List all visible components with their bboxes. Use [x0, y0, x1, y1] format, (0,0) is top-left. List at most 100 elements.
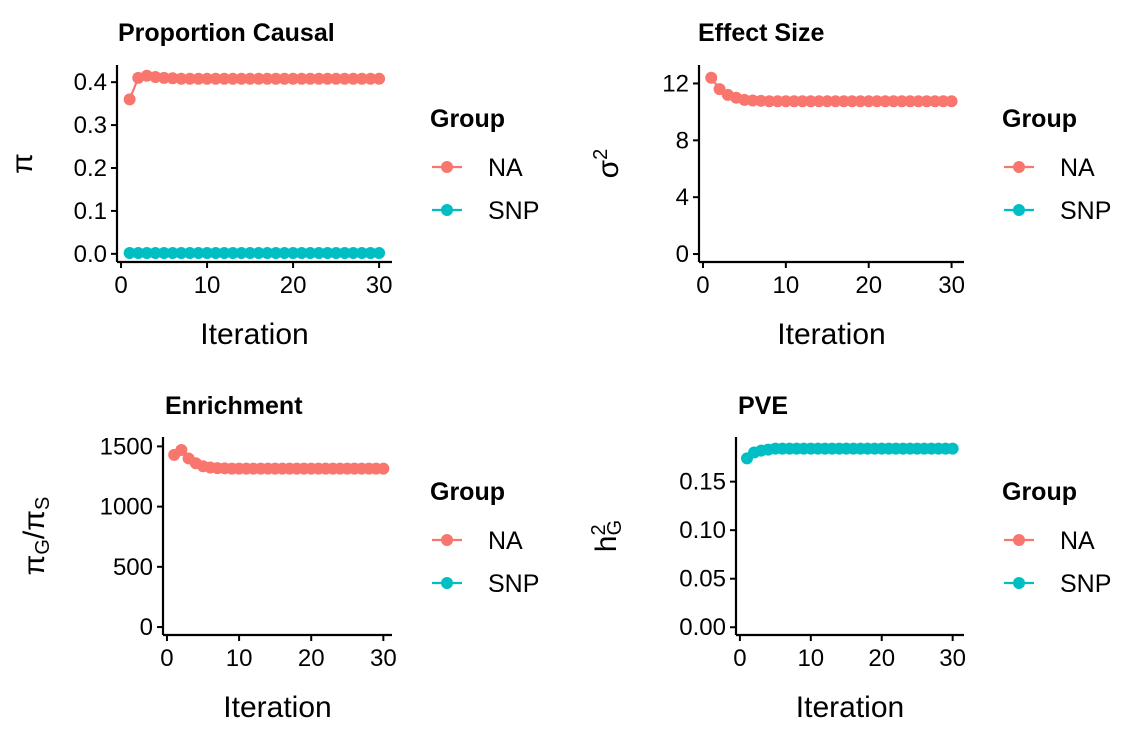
legend-key-point [1013, 534, 1025, 546]
data-point [226, 72, 239, 85]
data-point [895, 95, 908, 108]
data-point [175, 246, 188, 259]
data-point [218, 246, 231, 259]
data-point [904, 95, 917, 108]
y-tick-label: 0 [676, 241, 689, 268]
data-point [252, 246, 265, 259]
y-tick-label: 500 [113, 554, 153, 581]
data-point [192, 246, 205, 259]
panel-title: Proportion Causal [118, 19, 335, 47]
x-axis-title: Iteration [796, 691, 904, 724]
data-point [377, 462, 390, 475]
data-point [937, 95, 950, 108]
y-axis-title: π [6, 153, 39, 174]
x-tick-label: 0 [696, 272, 709, 299]
panel-title: Enrichment [165, 392, 303, 420]
y-tick-label: 0.3 [74, 112, 107, 139]
y-tick-label: 4 [676, 184, 689, 211]
legend-key-point [1013, 577, 1025, 589]
legend-key-point [441, 534, 453, 546]
data-point [705, 71, 718, 84]
data-point [295, 246, 308, 259]
legend-key-point [1013, 161, 1025, 173]
y-tick-label: 0 [140, 614, 153, 641]
y-axis-title: πG/πS [18, 497, 54, 576]
data-point [837, 95, 850, 108]
data-point [218, 72, 231, 85]
data-point [829, 95, 842, 108]
data-point [355, 246, 368, 259]
legend-label: NA [488, 154, 523, 182]
data-point [192, 72, 205, 85]
legend-label: SNP [488, 570, 539, 598]
data-point [945, 95, 958, 108]
legend-label: NA [1060, 527, 1095, 555]
y-tick-label: 0.0 [74, 241, 107, 268]
x-axis-title: Iteration [200, 318, 308, 351]
y-axis-title-part: π [18, 555, 51, 576]
x-tick-label: 20 [280, 272, 307, 299]
data-point [312, 72, 325, 85]
data-point [140, 246, 153, 259]
data-point [870, 95, 883, 108]
y-axis-title-part: S [32, 497, 54, 510]
data-point [252, 72, 265, 85]
data-point [338, 246, 351, 259]
data-point [132, 246, 145, 259]
data-point [887, 95, 900, 108]
y-axis-title-part: π [6, 153, 39, 174]
data-point [338, 72, 351, 85]
legend-label: SNP [1060, 570, 1111, 598]
y-axis-title: σ2 [590, 149, 625, 179]
data-point [854, 95, 867, 108]
data-point [373, 72, 386, 85]
data-point [920, 95, 933, 108]
data-point [209, 72, 222, 85]
y-tick-label: 0.2 [74, 155, 107, 182]
legend-label: SNP [488, 197, 539, 225]
y-tick-label: 0.4 [74, 69, 107, 96]
data-point [287, 72, 300, 85]
data-point [771, 95, 784, 108]
x-tick-label: 0 [160, 645, 173, 672]
data-point [347, 246, 360, 259]
data-point [779, 95, 792, 108]
legend-label: SNP [1060, 197, 1111, 225]
y-axis-title: h2G [588, 520, 626, 552]
x-axis-title: Iteration [777, 318, 885, 351]
legend-title: Group [1002, 478, 1077, 506]
x-tick-label: 10 [772, 272, 799, 299]
data-point [946, 442, 959, 455]
data-point [321, 246, 334, 259]
data-point [330, 72, 343, 85]
data-point [804, 95, 817, 108]
data-point [183, 72, 196, 85]
y-tick-label: 1500 [100, 433, 153, 460]
x-tick-label: 30 [939, 645, 966, 672]
x-tick-label: 0 [114, 272, 127, 299]
x-tick-label: 30 [938, 272, 965, 299]
data-point [355, 72, 368, 85]
panel-title: PVE [738, 392, 788, 420]
data-point [373, 246, 386, 259]
data-point [796, 95, 809, 108]
data-point [347, 72, 360, 85]
data-point [183, 246, 196, 259]
legend-label: NA [488, 527, 523, 555]
data-point [244, 72, 257, 85]
x-axis-title: Iteration [223, 691, 331, 724]
data-point [821, 95, 834, 108]
x-tick-label: 20 [298, 645, 325, 672]
data-point [304, 72, 317, 85]
legend-key-point [441, 577, 453, 589]
data-point [201, 72, 214, 85]
data-point [261, 246, 274, 259]
data-point [158, 246, 171, 259]
data-point [166, 72, 179, 85]
y-axis-title-part: 2 [588, 524, 610, 535]
y-axis-title-part: G [604, 520, 626, 536]
panel-title: Effect Size [698, 19, 825, 47]
y-axis-title-part: π [18, 510, 51, 531]
legend-key-point [441, 161, 453, 173]
y-tick-label: 1000 [100, 494, 153, 521]
